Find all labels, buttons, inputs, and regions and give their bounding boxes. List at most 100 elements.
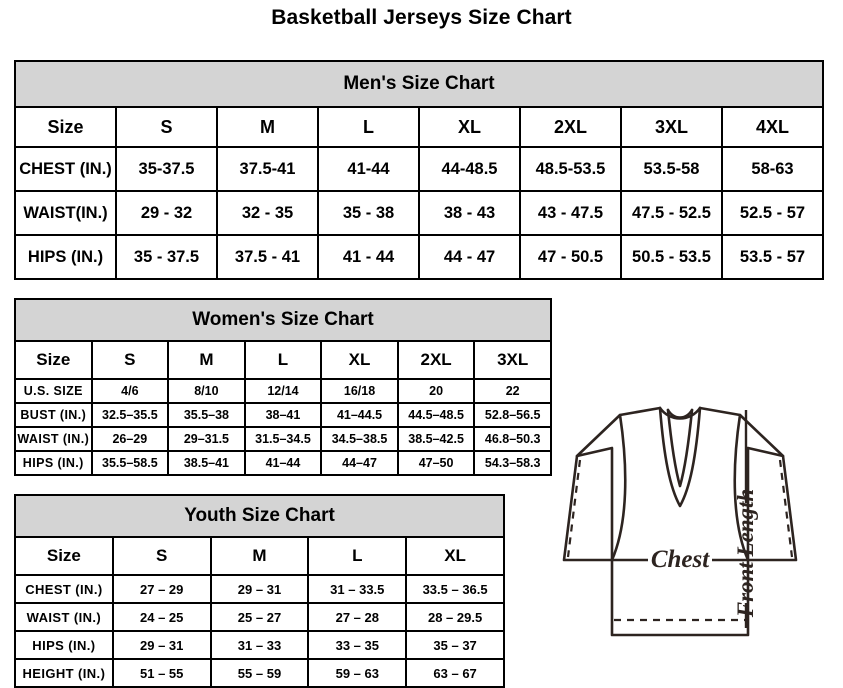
mens-waist-2xl: 43 - 47.5	[519, 190, 622, 236]
jersey-measurement-diagram: Chest Front Length	[562, 406, 798, 637]
mens-hips-2xl: 47 - 50.5	[519, 234, 622, 280]
table-row: WAIST (IN.) 26–29 29–31.5 31.5–34.5 34.5…	[14, 426, 552, 452]
womens-ussize-3xl: 22	[473, 378, 552, 404]
womens-band-row: Women's Size Chart	[14, 298, 552, 342]
mens-row-label-waist: WAIST(IN.)	[14, 190, 117, 236]
mens-chest-3xl: 53.5-58	[620, 146, 723, 192]
mens-size-chart-table: Men's Size Chart Size S M L XL 2XL 3XL 4…	[14, 60, 824, 280]
womens-header-row: Size S M L XL 2XL 3XL	[14, 340, 552, 380]
left-armhole-curve	[610, 413, 627, 562]
womens-bust-2xl: 44.5–48.5	[396, 402, 476, 428]
youth-waist-xl: 28 – 29.5	[405, 602, 505, 632]
youth-header-s: S	[111, 536, 212, 576]
youth-size-chart-table: Youth Size Chart Size S M L XL CHEST (IN…	[14, 494, 505, 688]
table-row: CHEST (IN.) 35-37.5 37.5-41 41-44 44-48.…	[14, 146, 824, 192]
table-row: BUST (IN.) 32.5–35.5 35.5–38 38–41 41–44…	[14, 402, 552, 428]
collar-top-curve-inner	[666, 408, 694, 419]
womens-waist-3xl: 46.8–50.3	[473, 426, 552, 452]
womens-row-label-bust: BUST (IN.)	[14, 402, 93, 428]
womens-header-3xl: 3XL	[473, 340, 552, 380]
youth-hips-m: 31 – 33	[209, 630, 310, 660]
mens-hips-3xl: 50.5 - 53.5	[620, 234, 723, 280]
mens-chest-4xl: 58-63	[721, 146, 824, 192]
womens-ussize-xl: 16/18	[320, 378, 399, 404]
womens-waist-m: 29–31.5	[167, 426, 246, 452]
womens-hips-l: 41–44	[243, 450, 323, 476]
womens-bust-s: 32.5–35.5	[90, 402, 170, 428]
vneck-inner-collar	[666, 408, 694, 488]
youth-height-xl: 63 – 67	[405, 658, 505, 688]
front-length-label: Front Length	[733, 489, 758, 618]
womens-waist-s: 26–29	[90, 426, 170, 452]
womens-hips-xl: 44–47	[320, 450, 399, 476]
womens-bust-l: 38–41	[243, 402, 323, 428]
youth-waist-l: 27 – 28	[307, 602, 408, 632]
womens-waist-xl: 34.5–38.5	[320, 426, 399, 452]
womens-hips-2xl: 47–50	[396, 450, 476, 476]
youth-waist-s: 24 – 25	[111, 602, 212, 632]
womens-header-l: L	[243, 340, 323, 380]
womens-waist-l: 31.5–34.5	[243, 426, 323, 452]
youth-hips-l: 33 – 35	[307, 630, 408, 660]
womens-waist-2xl: 38.5–42.5	[396, 426, 476, 452]
mens-header-xl: XL	[418, 106, 521, 148]
mens-chest-2xl: 48.5-53.5	[519, 146, 622, 192]
mens-hips-4xl: 53.5 - 57	[721, 234, 824, 280]
youth-height-s: 51 – 55	[111, 658, 212, 688]
left-sleeve-seam-dashed	[566, 459, 582, 558]
womens-header-2xl: 2XL	[396, 340, 476, 380]
mens-hips-m: 37.5 - 41	[216, 234, 319, 280]
youth-header-l: L	[307, 536, 408, 576]
womens-row-label-hips: HIPS (IN.)	[14, 450, 93, 476]
mens-hips-l: 41 - 44	[317, 234, 420, 280]
womens-ussize-s: 4/6	[90, 378, 170, 404]
womens-header-s: S	[90, 340, 170, 380]
youth-row-label-height: HEIGHT (IN.)	[14, 658, 114, 688]
womens-row-label-us-size: U.S. SIZE	[14, 378, 93, 404]
table-row: HIPS (IN.) 29 – 31 31 – 33 33 – 35 35 – …	[14, 630, 505, 660]
mens-chest-l: 41-44	[317, 146, 420, 192]
mens-header-4xl: 4XL	[721, 106, 824, 148]
youth-header-xl: XL	[405, 536, 505, 576]
mens-header-2xl: 2XL	[519, 106, 622, 148]
womens-header-m: M	[167, 340, 246, 380]
womens-bust-xl: 41–44.5	[320, 402, 399, 428]
youth-chest-l: 31 – 33.5	[307, 574, 408, 604]
mens-header-3xl: 3XL	[620, 106, 723, 148]
chest-label: Chest	[651, 546, 710, 573]
youth-chest-m: 29 – 31	[209, 574, 310, 604]
youth-height-m: 55 – 59	[209, 658, 310, 688]
mens-band-title: Men's Size Chart	[14, 60, 824, 108]
youth-band-row: Youth Size Chart	[14, 494, 505, 538]
mens-chest-s: 35-37.5	[115, 146, 218, 192]
womens-ussize-l: 12/14	[243, 378, 323, 404]
womens-hips-3xl: 54.3–58.3	[473, 450, 552, 476]
mens-header-row: Size S M L XL 2XL 3XL 4XL	[14, 106, 824, 148]
womens-header-xl: XL	[320, 340, 399, 380]
table-row: WAIST(IN.) 29 - 32 32 - 35 35 - 38 38 - …	[14, 190, 824, 236]
left-sleeve-cuff	[562, 446, 614, 562]
mens-header-l: L	[317, 106, 420, 148]
womens-bust-3xl: 52.8–56.5	[473, 402, 552, 428]
mens-chest-m: 37.5-41	[216, 146, 319, 192]
table-row: CHEST (IN.) 27 – 29 29 – 31 31 – 33.5 33…	[14, 574, 505, 604]
youth-header-size: Size	[14, 536, 114, 576]
womens-ussize-2xl: 20	[396, 378, 476, 404]
mens-waist-l: 35 - 38	[317, 190, 420, 236]
mens-header-size: Size	[14, 106, 117, 148]
youth-chest-xl: 33.5 – 36.5	[405, 574, 505, 604]
womens-header-size: Size	[14, 340, 93, 380]
youth-header-row: Size S M L XL	[14, 536, 505, 576]
table-row: WAIST (IN.) 24 – 25 25 – 27 27 – 28 28 –…	[14, 602, 505, 632]
table-row: HIPS (IN.) 35.5–58.5 38.5–41 41–44 44–47…	[14, 450, 552, 476]
page-title: Basketball Jerseys Size Chart	[271, 6, 572, 29]
youth-height-l: 59 – 63	[307, 658, 408, 688]
womens-hips-s: 35.5–58.5	[90, 450, 170, 476]
mens-row-label-hips: HIPS (IN.)	[14, 234, 117, 280]
youth-row-label-chest: CHEST (IN.)	[14, 574, 114, 604]
womens-size-chart-table: Women's Size Chart Size S M L XL 2XL 3XL…	[14, 298, 552, 476]
mens-chest-xl: 44-48.5	[418, 146, 521, 192]
womens-hips-m: 38.5–41	[167, 450, 246, 476]
mens-hips-xl: 44 - 47	[418, 234, 521, 280]
mens-row-label-chest: CHEST (IN.)	[14, 146, 117, 192]
